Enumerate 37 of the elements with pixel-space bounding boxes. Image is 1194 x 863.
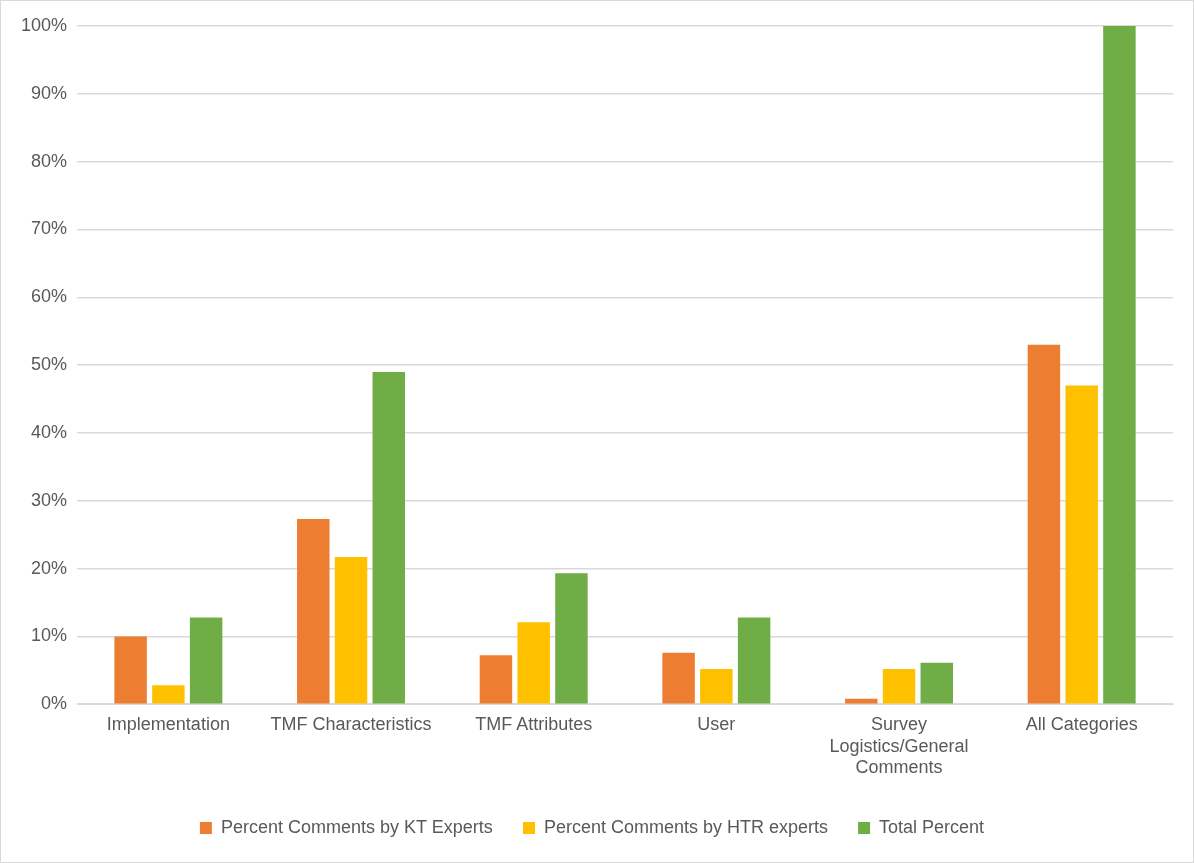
bar [114, 636, 147, 704]
y-tick-label: 0% [41, 693, 68, 714]
y-tick-label: 60% [31, 286, 68, 307]
bar [555, 573, 588, 704]
bar [737, 617, 771, 704]
bar [517, 622, 550, 704]
legend-label: Percent Comments by HTR experts [543, 816, 829, 837]
bar [882, 668, 916, 704]
y-tick-label: 70% [31, 218, 68, 239]
y-tick-label: 50% [31, 354, 68, 375]
legend-label: Total Percent [879, 816, 985, 837]
bar [334, 557, 368, 704]
x-tick-label: Survey Logistics/General Comments [829, 713, 969, 778]
bar [700, 668, 733, 704]
bar [297, 519, 330, 704]
x-tick-label: All Categories [1025, 713, 1138, 734]
y-tick-label: 30% [31, 489, 68, 510]
bar [189, 617, 223, 704]
bar [152, 685, 185, 704]
x-tick-label: TMF Attributes [475, 713, 593, 734]
bar [662, 652, 695, 704]
x-tick-label: User [697, 713, 736, 734]
y-tick-label: 80% [31, 150, 68, 171]
y-tick-label: 40% [31, 421, 68, 442]
bar [372, 371, 406, 704]
x-tick-label: Implementation [106, 713, 230, 734]
y-tick-label: 20% [31, 557, 68, 578]
legend-label: Percent Comments by KT Experts [220, 816, 493, 837]
bar [479, 655, 513, 704]
y-tick-label: 100% [20, 14, 68, 35]
bar [1027, 344, 1061, 704]
x-tick-label: TMF Characteristics [270, 713, 432, 734]
bar [920, 662, 953, 704]
bar [1065, 385, 1098, 704]
y-tick-label: 90% [31, 82, 68, 103]
bar [1103, 26, 1136, 704]
y-tick-label: 10% [31, 625, 68, 646]
